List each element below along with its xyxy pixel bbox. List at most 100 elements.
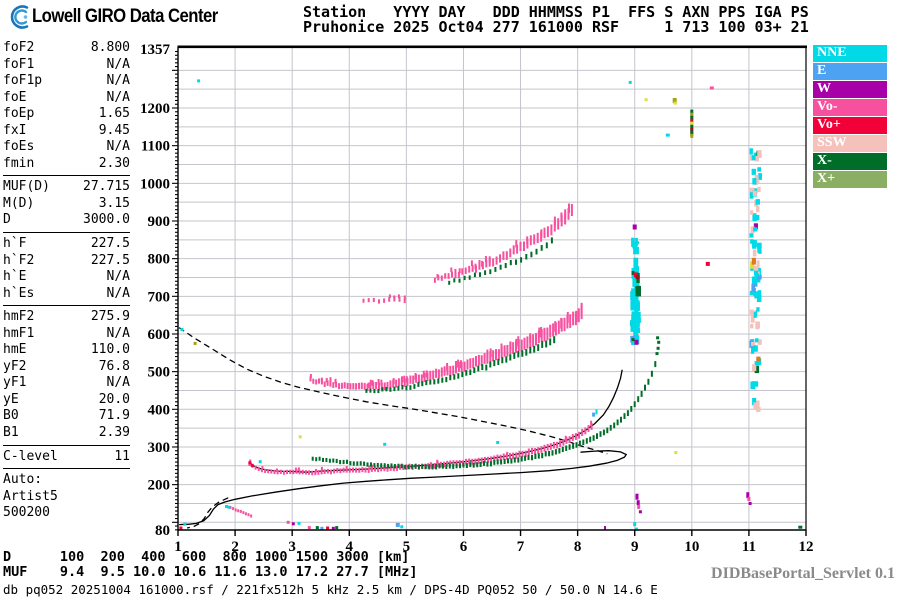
header-values-line: Pruhonice 2025 Oct04 277 161000 RSF 1 71… <box>303 18 809 36</box>
parameter-label: yF2 <box>3 358 27 374</box>
parameter-value: 9.45 <box>98 122 130 138</box>
x-axis-tick-label: 9 <box>631 539 639 555</box>
parameter-label: MUF(D) <box>3 179 50 195</box>
parameter-panel: foF2 8.800 foF1 N/A foF1p N/A foE N/A foEp 1.65 fx… <box>3 40 130 522</box>
x-axis-tick-label: 7 <box>517 539 525 555</box>
parameter-row: hmF2 275.9 <box>3 309 130 326</box>
servlet-version-label: DIDBasePortal_Servlet 0.1 <box>711 565 895 582</box>
parameter-row: foF2 8.800 <box>3 40 130 57</box>
legend-item-x: X- <box>813 153 887 170</box>
parameter-label: hmE <box>3 342 27 358</box>
parameter-label: foF1p <box>3 73 43 89</box>
parameter-row: h`E N/A <box>3 269 130 286</box>
parameter-value: 20.0 <box>98 391 130 407</box>
y-axis-tick-label: 800 <box>148 252 171 268</box>
y-axis-tick-label: 1200 <box>140 101 170 117</box>
parameter-label: foEp <box>3 106 35 122</box>
y-axis-tick-label: 300 <box>148 440 171 456</box>
parameter-value: 1.65 <box>98 106 130 122</box>
parameter-value: N/A <box>106 56 130 72</box>
parameter-label: h`F2 <box>3 252 35 268</box>
parameter-label: fxI <box>3 122 27 138</box>
muf-scale-row: MUF 9.4 9.5 10.0 10.6 11.6 13.0 17.2 27.… <box>3 563 418 580</box>
parameter-value: N/A <box>106 89 130 105</box>
header-columns-line: Station YYYY DAY DDD HHMMSS P1 FFS S AXN… <box>303 3 809 21</box>
legend-item-ssw: SSW <box>813 135 887 152</box>
parameter-row: fxI 9.45 <box>3 123 130 140</box>
parameter-label: hmF2 <box>3 309 35 325</box>
parameter-row: D 3000.0 <box>3 212 130 229</box>
transmission-curve-lower-hook <box>186 497 229 529</box>
parameter-value: 227.5 <box>90 252 130 268</box>
y-axis-tick-label: 500 <box>148 365 171 381</box>
parameter-label: hmF1 <box>3 325 35 341</box>
autoscaling-info-line: Artist5 <box>3 488 58 504</box>
parameter-value: N/A <box>106 325 130 341</box>
y-axis-tick-label: 200 <box>148 478 171 494</box>
parameter-value: 8.800 <box>90 40 130 55</box>
parameter-label: foE <box>3 89 27 105</box>
distance-muf-scale: D 100 200 400 600 800 1000 1500 3000 [km… <box>3 550 418 579</box>
parameter-value: 2.39 <box>98 425 130 441</box>
panel-separator <box>3 468 130 470</box>
parameter-value: 110.0 <box>90 342 130 358</box>
y-axis-tick-label: 400 <box>148 402 171 418</box>
parameter-value: 76.8 <box>98 358 130 374</box>
parameter-row: C-level 11 <box>3 449 130 466</box>
parameter-row: yF1 N/A <box>3 375 130 392</box>
autoscaling-info-line: 500200 <box>3 505 50 521</box>
parameter-label: foF2 <box>3 40 35 55</box>
x-axis-tick-label: 5 <box>403 539 411 555</box>
parameter-label: M(D) <box>3 195 35 211</box>
parameter-label: yF1 <box>3 375 27 391</box>
parameter-label: h`Es <box>3 285 35 301</box>
parameter-row: hmF1 N/A <box>3 326 130 343</box>
parameter-row: B0 71.9 <box>3 408 130 425</box>
parameter-value: 3000.0 <box>83 212 130 228</box>
legend-item-vo: Vo- <box>813 99 887 116</box>
parameter-label: B0 <box>3 408 19 424</box>
parameter-row: yE 20.0 <box>3 392 130 409</box>
parameter-label: fmin <box>3 155 35 171</box>
parameter-row: h`F2 227.5 <box>3 253 130 270</box>
parameter-row: h`F 227.5 <box>3 236 130 253</box>
parameter-label: B1 <box>3 425 19 441</box>
parameter-value: N/A <box>106 269 130 285</box>
x-axis-tick-label: 3 <box>288 539 296 555</box>
parameter-row: foEp 1.65 <box>3 106 130 123</box>
panel-separator <box>3 232 130 234</box>
parameter-value: 27.715 <box>83 179 130 195</box>
fitted-trace-curve <box>248 369 623 473</box>
y-axis-tick-label: 1000 <box>140 176 170 192</box>
parameter-value: N/A <box>106 73 130 89</box>
parameter-label: yE <box>3 391 19 407</box>
legend-item-e: E <box>813 63 887 80</box>
station-header: Station YYYY DAY DDD HHMMSS P1 FFS S AXN… <box>303 5 809 35</box>
panel-separator <box>3 305 130 307</box>
x-axis-tick-label: 6 <box>460 539 468 555</box>
parameter-value: 227.5 <box>90 236 130 252</box>
muf-transmission-curve <box>178 327 608 455</box>
y-axis-tick-label: 1357 <box>140 42 171 58</box>
panel-separator <box>3 175 130 177</box>
legend-item-w: W <box>813 81 887 98</box>
y-axis-tick-label: 900 <box>148 214 171 230</box>
parameter-row: h`Es N/A <box>3 286 130 303</box>
legend-item-x: X+ <box>813 171 887 188</box>
x-axis-tick-label: 11 <box>742 539 756 555</box>
parameter-row: fmin 2.30 <box>3 156 130 173</box>
x-axis-tick-label: 10 <box>684 539 699 555</box>
parameter-value: 11 <box>114 448 130 464</box>
x-axis-tick-label: 2 <box>231 539 239 555</box>
panel-separator <box>3 444 130 446</box>
parameter-label: h`E <box>3 269 27 285</box>
y-axis-tick-label: 600 <box>148 327 171 343</box>
parameter-value: N/A <box>106 375 130 391</box>
y-axis-tick-label: 80 <box>155 523 170 539</box>
parameter-row: B1 2.39 <box>3 425 130 442</box>
parameter-label: D <box>3 212 11 228</box>
parameter-row: hmE 110.0 <box>3 342 130 359</box>
x-axis-tick-label: 12 <box>798 539 813 555</box>
x-axis-tick-label: 4 <box>346 539 354 555</box>
